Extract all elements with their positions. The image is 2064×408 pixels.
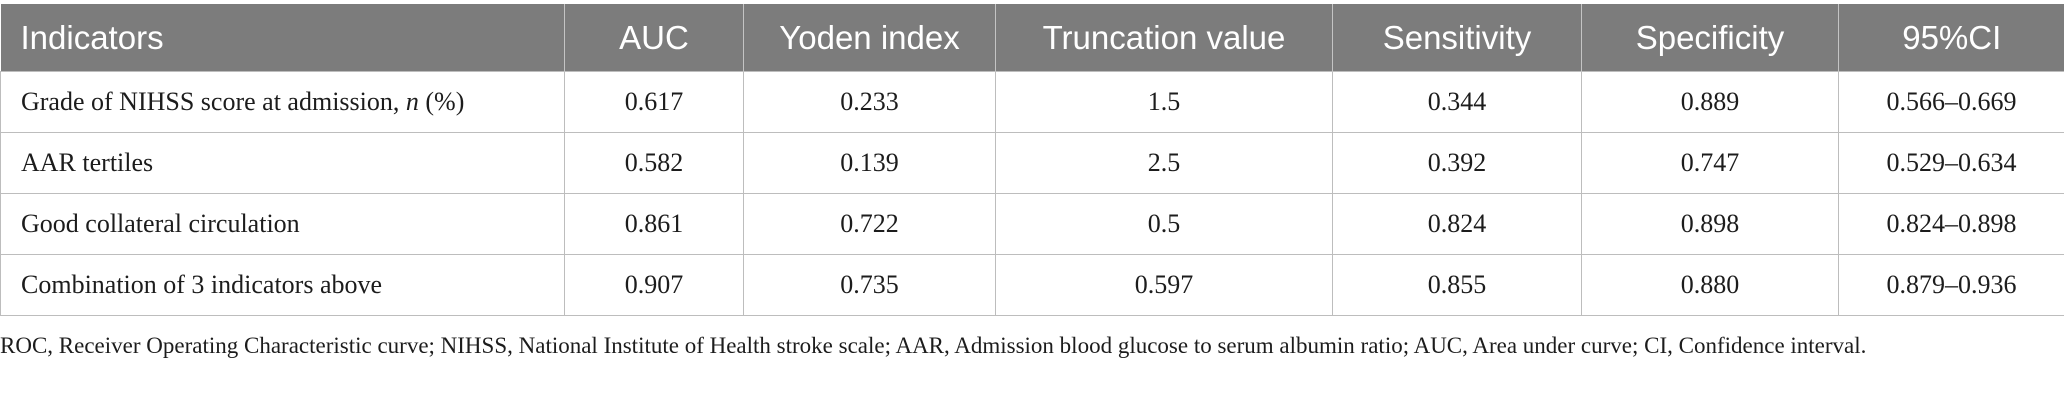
header-specificity: Specificity xyxy=(1581,4,1839,72)
ci-cell: 0.879–0.936 xyxy=(1838,254,2064,316)
auc-cell: 0.861 xyxy=(564,193,744,255)
sensitivity-cell: 0.855 xyxy=(1332,254,1582,316)
yoden-cell: 0.233 xyxy=(743,71,996,133)
sensitivity-cell: 0.392 xyxy=(1332,132,1582,194)
yoden-cell: 0.722 xyxy=(743,193,996,255)
ci-cell: 0.566–0.669 xyxy=(1838,71,2064,133)
specificity-cell: 0.880 xyxy=(1581,254,1839,316)
header-95ci: 95%CI xyxy=(1838,4,2064,72)
header-indicators: Indicators xyxy=(0,4,565,72)
table-row: AAR tertiles 0.582 0.139 2.5 0.392 0.747… xyxy=(0,132,2064,194)
auc-cell: 0.907 xyxy=(564,254,744,316)
roc-results-table: Indicators AUC Yoden index Truncation va… xyxy=(0,4,2064,316)
specificity-cell: 0.889 xyxy=(1581,71,1839,133)
truncation-cell: 1.5 xyxy=(995,71,1333,133)
auc-cell: 0.582 xyxy=(564,132,744,194)
indicator-cell: Combination of 3 indicators above xyxy=(0,254,565,316)
auc-cell: 0.617 xyxy=(564,71,744,133)
ci-cell: 0.824–0.898 xyxy=(1838,193,2064,255)
indicator-label-suffix: (%) xyxy=(418,87,465,116)
indicator-label-italic: n xyxy=(405,87,419,116)
table-row: Combination of 3 indicators above 0.907 … xyxy=(0,254,2064,316)
header-row: Indicators AUC Yoden index Truncation va… xyxy=(0,4,2064,72)
table-row: Grade of NIHSS score at admission, n (%)… xyxy=(0,71,2064,133)
sensitivity-cell: 0.824 xyxy=(1332,193,1582,255)
results-table-container: Indicators AUC Yoden index Truncation va… xyxy=(0,4,2064,316)
indicator-cell: Grade of NIHSS score at admission, n (%) xyxy=(0,71,565,133)
specificity-cell: 0.898 xyxy=(1581,193,1839,255)
yoden-cell: 0.139 xyxy=(743,132,996,194)
header-auc: AUC xyxy=(564,4,744,72)
indicator-cell: Good collateral circulation xyxy=(0,193,565,255)
truncation-cell: 0.597 xyxy=(995,254,1333,316)
ci-cell: 0.529–0.634 xyxy=(1838,132,2064,194)
table-footnote: ROC, Receiver Operating Characteristic c… xyxy=(0,333,1867,358)
header-sensitivity: Sensitivity xyxy=(1332,4,1582,72)
truncation-cell: 0.5 xyxy=(995,193,1333,255)
header-yoden-index: Yoden index xyxy=(743,4,996,72)
truncation-cell: 2.5 xyxy=(995,132,1333,194)
sensitivity-cell: 0.344 xyxy=(1332,71,1582,133)
table-row: Good collateral circulation 0.861 0.722 … xyxy=(0,193,2064,255)
specificity-cell: 0.747 xyxy=(1581,132,1839,194)
header-truncation-value: Truncation value xyxy=(995,4,1333,72)
indicator-label-prefix: Grade of NIHSS score at admission, xyxy=(21,87,406,116)
indicator-cell: AAR tertiles xyxy=(0,132,565,194)
yoden-cell: 0.735 xyxy=(743,254,996,316)
